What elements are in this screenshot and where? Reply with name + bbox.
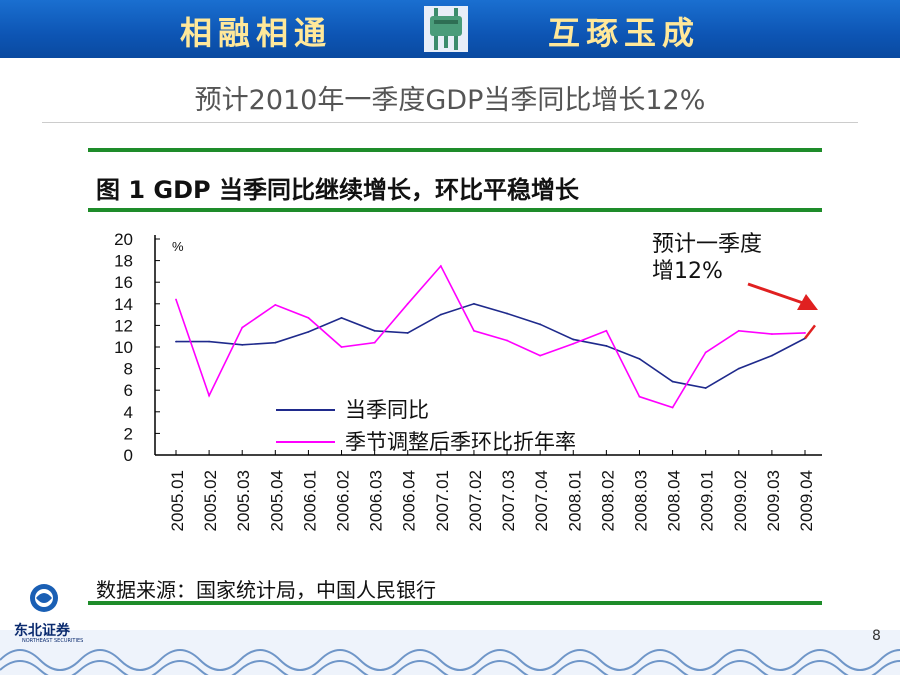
series-1-point [307,330,310,333]
top-banner: 相融相通 互琢玉成 [0,0,900,58]
x-tick-label: 2005.03 [234,470,253,531]
series-1-point [638,357,641,360]
y-tick-label: 2 [124,424,133,443]
company-logo-text: 东北证券 [14,623,70,639]
y-tick-label: 6 [124,381,133,400]
series-1-point [704,387,707,389]
series-2-point [638,395,641,398]
series-2-point [208,394,211,397]
series-1-point [340,316,343,319]
figure-bottom-rule [88,601,822,605]
x-tick-label: 2006.02 [334,470,353,531]
series-2-point [340,346,343,348]
company-logo-icon [30,584,58,612]
series-2-point [704,351,707,354]
x-tick-label: 2009.04 [797,470,816,531]
series-1-point [770,354,773,357]
series-2-point [175,298,177,301]
chart-title: 图 1 GDP 当季同比继续增长，环比平稳增长 [96,176,579,204]
series-1-point [175,340,177,343]
series-2-point [804,332,806,334]
wave-pattern-footer [0,630,900,675]
bronze-vessel-icon [424,6,468,52]
series-1-point [208,340,211,343]
series-2-point [539,354,542,357]
x-tick-label: 2008.03 [631,470,650,531]
series-1-point [572,338,575,341]
series-1-point [671,380,674,383]
x-tick-label: 2008.01 [565,470,584,531]
series-1-point [473,302,475,305]
legend-label-1: 当季同比 [345,398,429,422]
x-tick-label: 2008.04 [665,470,684,531]
series-1-point [274,341,277,344]
series-1-point [241,343,244,346]
company-logo-subtitle: NORTHEAST SECURITIES [22,638,84,644]
x-tick-label: 2007.04 [532,470,551,531]
y-tick-label: 16 [114,273,133,292]
page-number: 8 [872,628,881,644]
y-tick-label: 10 [114,338,133,357]
figure-top-rule [88,148,822,152]
y-tick-label: 18 [114,252,133,271]
y-tick-label: 14 [114,295,133,314]
y-tick-label: 4 [124,403,133,422]
series-2-point [671,406,674,409]
x-tick-label: 2006.01 [300,470,319,531]
x-tick-label: 2009.03 [764,470,783,531]
x-tick-label: 2009.02 [731,470,750,531]
series-2-point [605,329,608,332]
figure-title-rule [88,208,822,212]
title-divider [42,122,858,123]
series-2-point [737,329,740,332]
data-source: 数据来源：国家统计局，中国人民银行 [96,578,436,602]
y-tick-label: 0 [124,446,133,465]
series-1-point [373,329,376,332]
series-2-point [770,333,773,335]
series-2-point [572,342,575,345]
series-line-1 [176,302,806,389]
series-2-point [439,265,442,267]
y-tick-label: 20 [114,230,133,249]
forecast-annotation-line2: 增12% [652,259,723,284]
x-tick-label: 2008.02 [598,470,617,531]
x-tick-label: 2005.02 [201,470,220,531]
series-line-2 [175,264,806,409]
series-1-point [506,312,508,315]
series-2-point [406,302,409,305]
series-1-point [406,332,409,334]
x-tick-label: 2005.01 [168,470,187,531]
x-tick-label: 2007.01 [433,470,452,531]
x-tick-label: 2007.02 [466,470,485,531]
forecast-annotation-line1: 预计一季度 [652,232,762,257]
series-2-point [274,303,277,306]
x-tick-label: 2006.04 [400,470,419,531]
series-2-point [373,341,376,344]
series-2-point [506,339,508,342]
x-tick-label: 2005.04 [267,470,286,531]
series-1-point [605,345,608,347]
forecast-arrow-shaft [747,282,807,306]
banner-left-text: 相融相通 [180,14,333,52]
series-1-point [737,367,740,370]
series-1-point [439,313,442,316]
series-2-point [241,326,244,329]
forecast-arrow-head [797,294,818,310]
x-tick-label: 2009.01 [698,470,717,531]
banner-right-text: 互琢玉成 [548,14,701,52]
y-tick-label: 8 [124,360,133,379]
legend-label-2: 季节调整后季环比折年率 [345,430,576,454]
series-1-point [539,323,542,326]
x-tick-label: 2007.03 [499,470,518,531]
series-2-point [473,329,475,332]
slide-title: 预计2010年一季度GDP当季同比增长12% [194,85,706,116]
forecast-segment [804,324,816,340]
x-tick-label: 2006.03 [367,470,386,531]
y-axis-label: % [172,239,184,254]
series-2-point [307,316,310,319]
y-tick-label: 12 [114,316,133,335]
